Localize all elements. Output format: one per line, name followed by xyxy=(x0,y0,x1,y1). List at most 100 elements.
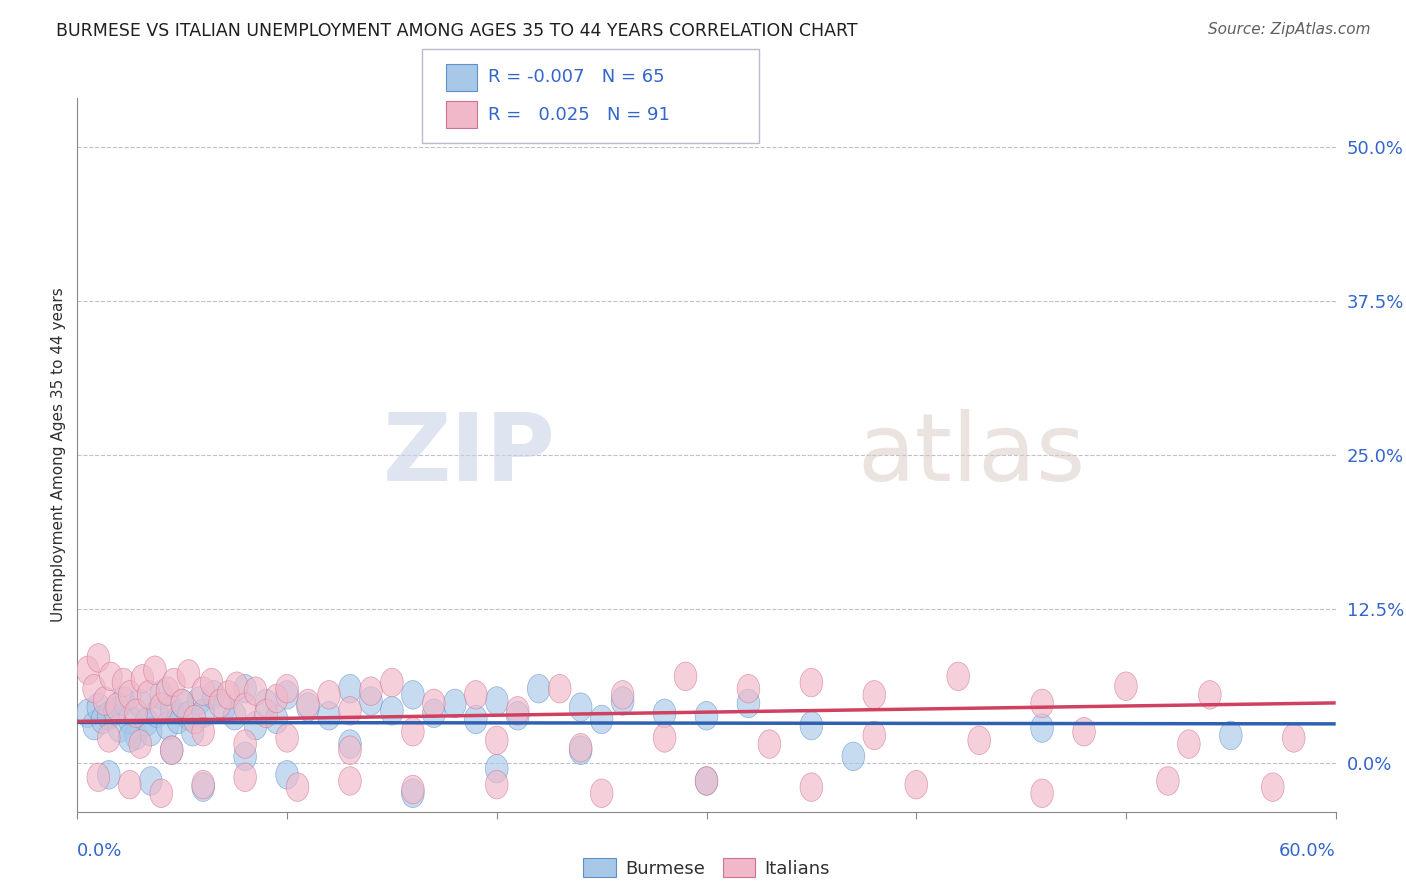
Ellipse shape xyxy=(112,668,135,697)
Ellipse shape xyxy=(548,674,571,703)
Ellipse shape xyxy=(485,771,508,799)
Ellipse shape xyxy=(266,706,288,734)
Ellipse shape xyxy=(339,697,361,725)
Text: BURMESE VS ITALIAN UNEMPLOYMENT AMONG AGES 35 TO 44 YEARS CORRELATION CHART: BURMESE VS ITALIAN UNEMPLOYMENT AMONG AG… xyxy=(56,22,858,40)
Ellipse shape xyxy=(76,656,100,684)
Ellipse shape xyxy=(233,763,256,791)
Ellipse shape xyxy=(1031,779,1053,807)
Ellipse shape xyxy=(118,723,141,752)
Ellipse shape xyxy=(569,693,592,722)
Ellipse shape xyxy=(245,677,267,706)
Ellipse shape xyxy=(87,644,110,673)
Ellipse shape xyxy=(591,779,613,807)
Ellipse shape xyxy=(108,714,131,742)
Ellipse shape xyxy=(167,706,190,734)
Legend: Burmese, Italians: Burmese, Italians xyxy=(576,851,837,885)
Ellipse shape xyxy=(93,687,115,715)
Text: atlas: atlas xyxy=(858,409,1085,501)
Ellipse shape xyxy=(100,662,122,690)
Ellipse shape xyxy=(1157,767,1180,796)
Ellipse shape xyxy=(146,699,169,728)
Ellipse shape xyxy=(402,681,425,709)
Ellipse shape xyxy=(125,721,148,749)
Ellipse shape xyxy=(654,723,676,752)
Ellipse shape xyxy=(181,717,204,746)
Ellipse shape xyxy=(276,723,298,752)
Ellipse shape xyxy=(287,772,309,801)
Ellipse shape xyxy=(112,687,135,715)
Ellipse shape xyxy=(863,721,886,749)
Ellipse shape xyxy=(591,706,613,734)
Ellipse shape xyxy=(150,693,173,722)
Ellipse shape xyxy=(139,717,162,746)
Ellipse shape xyxy=(217,681,239,709)
Ellipse shape xyxy=(125,699,148,728)
Ellipse shape xyxy=(191,771,215,799)
Ellipse shape xyxy=(381,668,404,697)
Ellipse shape xyxy=(177,701,200,730)
Ellipse shape xyxy=(695,767,718,796)
Text: ZIP: ZIP xyxy=(382,409,555,501)
Ellipse shape xyxy=(183,706,207,734)
Ellipse shape xyxy=(863,681,886,709)
Text: Source: ZipAtlas.com: Source: ZipAtlas.com xyxy=(1208,22,1371,37)
Ellipse shape xyxy=(905,771,928,799)
Ellipse shape xyxy=(187,687,211,715)
Ellipse shape xyxy=(172,690,194,718)
Ellipse shape xyxy=(612,681,634,709)
Ellipse shape xyxy=(150,681,173,709)
Ellipse shape xyxy=(191,717,215,746)
Ellipse shape xyxy=(233,693,256,722)
Ellipse shape xyxy=(163,668,186,697)
Ellipse shape xyxy=(276,674,298,703)
Ellipse shape xyxy=(138,681,160,709)
Ellipse shape xyxy=(97,701,120,730)
Ellipse shape xyxy=(339,730,361,758)
Text: 0.0%: 0.0% xyxy=(77,842,122,861)
Ellipse shape xyxy=(76,699,100,728)
Ellipse shape xyxy=(339,767,361,796)
Ellipse shape xyxy=(1178,730,1201,758)
Ellipse shape xyxy=(318,681,340,709)
Ellipse shape xyxy=(569,733,592,762)
Ellipse shape xyxy=(946,662,970,690)
Ellipse shape xyxy=(83,711,105,739)
Ellipse shape xyxy=(318,701,340,730)
Ellipse shape xyxy=(135,707,157,736)
Ellipse shape xyxy=(1031,690,1053,718)
Ellipse shape xyxy=(118,771,141,799)
Ellipse shape xyxy=(360,687,382,715)
Ellipse shape xyxy=(485,755,508,783)
Ellipse shape xyxy=(842,742,865,771)
Ellipse shape xyxy=(612,687,634,715)
Ellipse shape xyxy=(402,775,425,804)
Ellipse shape xyxy=(191,677,215,706)
Ellipse shape xyxy=(105,693,128,722)
Ellipse shape xyxy=(254,690,277,718)
Ellipse shape xyxy=(800,711,823,739)
Ellipse shape xyxy=(160,736,183,764)
Ellipse shape xyxy=(129,730,152,758)
Ellipse shape xyxy=(87,763,110,791)
Ellipse shape xyxy=(758,730,780,758)
Ellipse shape xyxy=(737,690,759,718)
Ellipse shape xyxy=(118,681,141,709)
Ellipse shape xyxy=(1198,681,1222,709)
Ellipse shape xyxy=(1219,721,1241,749)
Ellipse shape xyxy=(208,690,231,718)
Ellipse shape xyxy=(212,693,235,722)
Ellipse shape xyxy=(139,767,162,796)
Ellipse shape xyxy=(104,697,127,725)
Ellipse shape xyxy=(297,693,319,722)
Ellipse shape xyxy=(527,674,550,703)
Ellipse shape xyxy=(156,711,179,739)
Ellipse shape xyxy=(233,742,256,771)
Ellipse shape xyxy=(177,660,200,689)
Ellipse shape xyxy=(97,761,120,789)
Ellipse shape xyxy=(402,717,425,746)
Ellipse shape xyxy=(245,711,267,739)
Ellipse shape xyxy=(266,684,288,713)
Ellipse shape xyxy=(276,681,298,709)
Ellipse shape xyxy=(485,687,508,715)
Ellipse shape xyxy=(118,706,141,734)
